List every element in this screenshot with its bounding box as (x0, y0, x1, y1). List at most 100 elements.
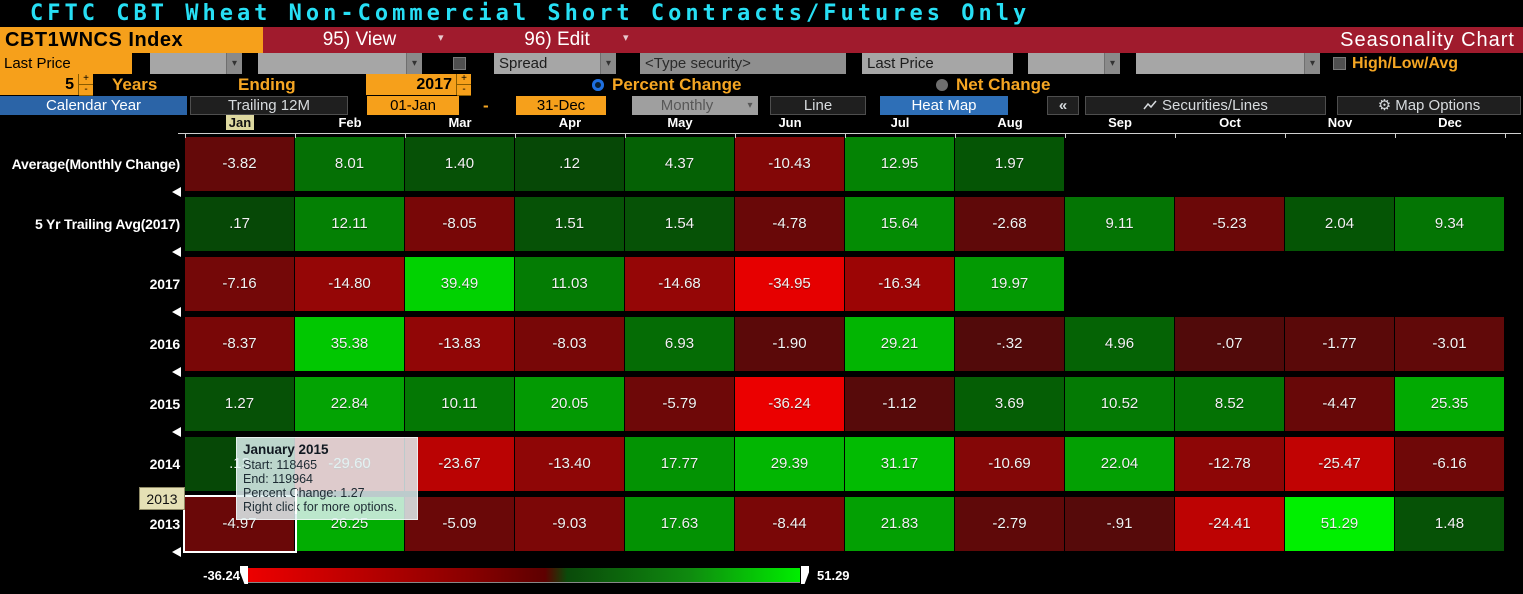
heatmap-cell-2014-aug[interactable]: -10.69 (955, 437, 1065, 491)
heatmap-cell-2013-may[interactable]: 17.63 (625, 497, 735, 551)
heatmap-cell-5-yr-trailing-avg-2017-nov[interactable]: 2.04 (1285, 197, 1395, 251)
heatmap-cell-2015-jul[interactable]: -1.12 (845, 377, 955, 431)
heatmap-cell-2015-nov[interactable]: -4.47 (1285, 377, 1395, 431)
heatmap-cell-2014-jun[interactable]: 29.39 (735, 437, 845, 491)
heatmap-cell-average-monthly-change-feb[interactable]: 8.01 (295, 137, 405, 191)
percent-change-label[interactable]: Percent Change (612, 75, 742, 94)
heatmap-cell-5-yr-trailing-avg-2017-jul[interactable]: 15.64 (845, 197, 955, 251)
heatmap-cell-2014-sep[interactable]: 22.04 (1065, 437, 1175, 491)
heatmap-cell-average-monthly-change-jul[interactable]: 12.95 (845, 137, 955, 191)
heatmap-cell-2014-mar[interactable]: -23.67 (405, 437, 515, 491)
ending-year-stepper[interactable]: + - (456, 74, 471, 96)
heatmap-cell-2015-oct[interactable]: 8.52 (1175, 377, 1285, 431)
heatmap-cell-2016-aug[interactable]: -.32 (955, 317, 1065, 371)
heatmap-cell-2014-dec[interactable]: -6.16 (1395, 437, 1505, 491)
collapse-button[interactable]: « (1047, 96, 1079, 115)
heatmap-cell-2016-apr[interactable]: -8.03 (515, 317, 625, 371)
heatmap-cell-2017-jun[interactable]: -34.95 (735, 257, 845, 311)
heatmap-cell-5-yr-trailing-avg-2017-aug[interactable]: -2.68 (955, 197, 1065, 251)
heatmap-cell-2013-nov[interactable]: 51.29 (1285, 497, 1395, 551)
dropdown-caret-icon[interactable]: ▾ (1304, 53, 1320, 74)
heatmap-cell-2013-jul[interactable]: 21.83 (845, 497, 955, 551)
heatmap-cell-2014-may[interactable]: 17.77 (625, 437, 735, 491)
heatmap-cell-average-monthly-change-jun[interactable]: -10.43 (735, 137, 845, 191)
spread-select[interactable]: Spread (494, 53, 600, 74)
heatmap-cell-average-monthly-change-may[interactable]: 4.37 (625, 137, 735, 191)
heatmap-cell-average-monthly-change-aug[interactable]: 1.97 (955, 137, 1065, 191)
dropdown-caret-icon[interactable]: ▾ (406, 53, 422, 74)
dropdown-caret-icon[interactable]: ▾ (600, 53, 616, 74)
view-caret-icon[interactable]: ▾ (438, 32, 444, 44)
heatmap-cell-2017-jan[interactable]: -7.16 (185, 257, 295, 311)
securities-lines-button[interactable]: Securities/Lines (1085, 96, 1326, 115)
heatmap-cell-5-yr-trailing-avg-2017-feb[interactable]: 12.11 (295, 197, 405, 251)
heatmap-cell-average-monthly-change-mar[interactable]: 1.40 (405, 137, 515, 191)
heatmap-cell-2015-aug[interactable]: 3.69 (955, 377, 1065, 431)
heatmap-cell-2016-dec[interactable]: -3.01 (1395, 317, 1505, 371)
heatmap-cell-5-yr-trailing-avg-2017-sep[interactable]: 9.11 (1065, 197, 1175, 251)
heatmap-cell-2015-mar[interactable]: 10.11 (405, 377, 515, 431)
dropdown-empty-3[interactable] (1028, 53, 1104, 74)
dropdown-empty-4[interactable] (1136, 53, 1304, 74)
frequency-select[interactable]: Monthly (632, 96, 742, 115)
high-low-avg-checkbox[interactable] (1333, 57, 1346, 70)
heatmap-cell-2015-jun[interactable]: -36.24 (735, 377, 845, 431)
net-change-label[interactable]: Net Change (956, 75, 1051, 94)
edit-caret-icon[interactable]: ▾ (623, 32, 629, 44)
heatmap-cell-2013-jun[interactable]: -8.44 (735, 497, 845, 551)
minus-icon[interactable]: - (457, 85, 471, 96)
field-type-select[interactable]: Last Price (0, 53, 132, 74)
heatmap-cell-2016-mar[interactable]: -13.83 (405, 317, 515, 371)
heatmap-cell-2014-jul[interactable]: 31.17 (845, 437, 955, 491)
heatmap-cell-2013-dec[interactable]: 1.48 (1395, 497, 1505, 551)
heatmap-cell-5-yr-trailing-avg-2017-jun[interactable]: -4.78 (735, 197, 845, 251)
heatmap-cell-5-yr-trailing-avg-2017-dec[interactable]: 9.34 (1395, 197, 1505, 251)
heatmap-cell-2014-apr[interactable]: -13.40 (515, 437, 625, 491)
date-from-input[interactable]: 01-Jan (367, 96, 459, 115)
heatmap-cell-5-yr-trailing-avg-2017-mar[interactable]: -8.05 (405, 197, 515, 251)
dropdown-empty-1[interactable] (150, 53, 226, 74)
heatmap-cell-2017-apr[interactable]: 11.03 (515, 257, 625, 311)
tab-calendar-year[interactable]: Calendar Year (0, 96, 187, 115)
heatmap-cell-2014-oct[interactable]: -12.78 (1175, 437, 1285, 491)
plus-icon[interactable]: + (457, 74, 471, 85)
heatmap-cell-5-yr-trailing-avg-2017-oct[interactable]: -5.23 (1175, 197, 1285, 251)
ending-year-input[interactable]: 2017 (366, 74, 456, 95)
heatmap-cell-2016-jul[interactable]: 29.21 (845, 317, 955, 371)
dropdown-caret-icon[interactable]: ▾ (226, 53, 242, 74)
heatmap-cell-2015-dec[interactable]: 25.35 (1395, 377, 1505, 431)
plus-icon[interactable]: + (79, 74, 93, 85)
heatmap-cell-2016-jan[interactable]: -8.37 (185, 317, 295, 371)
compare-field-select[interactable]: Last Price (862, 53, 1013, 74)
heatmap-cell-2013-mar[interactable]: -5.09 (405, 497, 515, 551)
tab-line[interactable]: Line (770, 96, 866, 115)
heatmap-cell-2013-apr[interactable]: -9.03 (515, 497, 625, 551)
heatmap-cell-2015-may[interactable]: -5.79 (625, 377, 735, 431)
heatmap-cell-2016-jun[interactable]: -1.90 (735, 317, 845, 371)
checkbox-unlabeled[interactable] (453, 57, 466, 70)
heatmap-cell-2013-sep[interactable]: -.91 (1065, 497, 1175, 551)
tab-trailing-12m[interactable]: Trailing 12M (190, 96, 348, 115)
heatmap-cell-2017-aug[interactable]: 19.97 (955, 257, 1065, 311)
dropdown-empty-2[interactable] (258, 53, 406, 74)
years-stepper[interactable]: + - (78, 74, 93, 96)
percent-change-radio[interactable] (592, 79, 604, 91)
heatmap-cell-2016-oct[interactable]: -.07 (1175, 317, 1285, 371)
heatmap-cell-2013-oct[interactable]: -24.41 (1175, 497, 1285, 551)
high-low-avg-label[interactable]: High/Low/Avg (1352, 55, 1459, 72)
heatmap-cell-2017-feb[interactable]: -14.80 (295, 257, 405, 311)
heatmap-cell-2016-nov[interactable]: -1.77 (1285, 317, 1395, 371)
minus-icon[interactable]: - (79, 85, 93, 96)
heatmap-cell-2017-jul[interactable]: -16.34 (845, 257, 955, 311)
heatmap-cell-2016-sep[interactable]: 4.96 (1065, 317, 1175, 371)
heatmap-cell-2016-may[interactable]: 6.93 (625, 317, 735, 371)
view-menu-button[interactable]: 95) View (322, 29, 397, 50)
heatmap-cell-5-yr-trailing-avg-2017-may[interactable]: 1.54 (625, 197, 735, 251)
heatmap-cell-2013-aug[interactable]: -2.79 (955, 497, 1065, 551)
heatmap-cell-2015-feb[interactable]: 22.84 (295, 377, 405, 431)
heatmap-cell-2015-apr[interactable]: 20.05 (515, 377, 625, 431)
edit-menu-button[interactable]: 96) Edit (524, 29, 590, 50)
years-count-input[interactable]: 5 (0, 74, 78, 95)
heatmap-cell-average-monthly-change-apr[interactable]: .12 (515, 137, 625, 191)
map-options-button[interactable]: ⚙ Map Options (1337, 96, 1521, 115)
